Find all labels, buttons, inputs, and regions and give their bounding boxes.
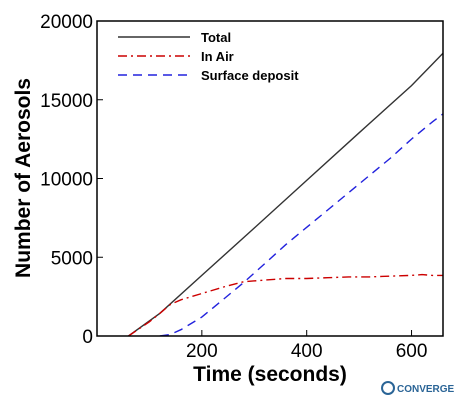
axis-ticks: 200 400 600 0 5000 10000 15000 20000 (40, 12, 427, 362)
x-axis-title: Time (seconds) (193, 363, 347, 386)
x-tick-label: 400 (291, 341, 323, 362)
plot-marks (128, 52, 443, 336)
converge-logo: CONVERGE (381, 381, 455, 395)
series-line-1 (128, 273, 443, 336)
x-tick-label: 200 (186, 341, 218, 362)
y-tick-label: 10000 (40, 170, 93, 191)
y-tick-label: 15000 (40, 91, 93, 112)
legend-label-0: Total (201, 30, 231, 45)
series-line-0 (128, 52, 443, 336)
y-tick-label: 5000 (51, 248, 93, 269)
legend-label-1: In Air (201, 49, 234, 64)
converge-logo-icon (381, 381, 395, 395)
y-tick-label: 20000 (40, 12, 93, 33)
legend-label-2: Surface deposit (201, 68, 299, 83)
series-line-2 (159, 113, 443, 336)
y-axis-title: Number of Aerosols (12, 78, 35, 278)
converge-logo-text: CONVERGE (397, 384, 455, 395)
legend: Total In Air Surface deposit (118, 30, 299, 83)
x-tick-label: 600 (396, 341, 428, 362)
y-tick-label: 0 (82, 327, 93, 348)
